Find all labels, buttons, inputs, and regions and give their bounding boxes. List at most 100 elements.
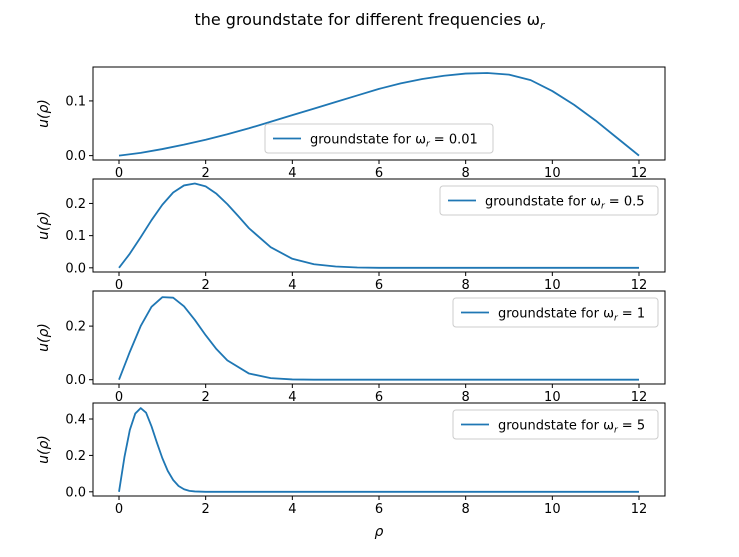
data-point <box>248 127 250 129</box>
legend-box <box>452 409 659 440</box>
x-tick-label: 0 <box>115 390 123 405</box>
y-tick-label: 0.4 <box>65 413 86 428</box>
legend-label: groundstate for ωr = 0.01 <box>310 133 478 150</box>
data-point <box>227 203 229 205</box>
y-tick-label: 0.2 <box>65 320 86 335</box>
data-point <box>422 267 424 269</box>
data-point <box>145 412 147 414</box>
x-tick-label: 10 <box>544 166 561 181</box>
legend: groundstate for ωr = 0.5 <box>439 185 659 216</box>
data-point <box>508 74 510 76</box>
data-point <box>129 351 131 353</box>
subplot-3: 0 2 4 6 8 10 12 0.0 0.2 u(ρ) groundstate for ωr = … <box>36 290 666 405</box>
data-point <box>270 121 272 123</box>
data-point <box>129 429 131 431</box>
data-point <box>465 379 467 381</box>
y-tick-label: 0.0 <box>65 373 86 388</box>
data-point <box>194 183 196 185</box>
data-point <box>270 246 272 248</box>
data-point <box>313 379 315 381</box>
x-tick-label: 2 <box>202 278 210 293</box>
y-tick-label: 0.0 <box>65 261 86 276</box>
x-tick-label: 10 <box>544 278 561 293</box>
data-point <box>270 377 272 379</box>
x-tick-label: 2 <box>202 390 210 405</box>
data-point <box>205 334 207 336</box>
data-point <box>313 263 315 265</box>
x-tick-label: 8 <box>462 166 470 181</box>
data-point <box>248 373 250 375</box>
data-point <box>292 491 294 493</box>
data-point <box>508 379 510 381</box>
data-point <box>552 491 554 493</box>
y-tick-label: 0.0 <box>65 149 86 164</box>
data-point <box>216 348 218 350</box>
figure-title: the groundstate for different frequencie… <box>0 10 739 32</box>
x-tick-label: 12 <box>631 502 648 517</box>
data-point <box>151 219 153 221</box>
data-point <box>638 491 640 493</box>
data-point <box>118 267 120 269</box>
x-tick-label: 8 <box>462 278 470 293</box>
legend-label: groundstate for ωr = 1 <box>498 307 645 324</box>
data-point <box>124 456 126 458</box>
data-point <box>617 137 619 139</box>
data-point <box>151 306 153 308</box>
data-point <box>183 144 185 146</box>
data-point <box>378 491 380 493</box>
data-point <box>172 192 174 194</box>
data-point <box>552 267 554 269</box>
subplot-4: 0 2 4 6 8 10 12 0.0 0.2 0.4 u(ρ) groundstate for ωr… <box>36 402 666 517</box>
x-tick-label: 2 <box>202 166 210 181</box>
x-tick-label: 0 <box>115 166 123 181</box>
legend-box <box>264 123 494 154</box>
data-point <box>183 185 185 187</box>
data-point <box>487 72 489 74</box>
data-point <box>189 490 191 492</box>
data-point <box>422 78 424 80</box>
data-point <box>205 491 207 493</box>
data-point <box>205 186 207 188</box>
data-point <box>178 485 180 487</box>
data-point <box>552 90 554 92</box>
x-tick-label: 4 <box>288 502 296 517</box>
y-axis-label: u(ρ) <box>36 435 52 464</box>
data-point <box>292 114 294 116</box>
data-point <box>129 253 131 255</box>
data-point <box>156 442 158 444</box>
data-point <box>227 133 229 135</box>
data-point <box>292 258 294 260</box>
data-point <box>530 79 532 81</box>
data-point <box>595 379 597 381</box>
data-point <box>248 491 250 493</box>
data-point <box>400 83 402 85</box>
y-axis-label: u(ρ) <box>36 211 52 240</box>
data-point <box>638 155 640 157</box>
data-point <box>140 325 142 327</box>
y-tick-label: 0.1 <box>65 94 86 109</box>
data-point <box>167 470 169 472</box>
data-point <box>335 101 337 103</box>
data-point <box>134 413 136 415</box>
data-point <box>194 319 196 321</box>
legend: groundstate for ωr = 1 <box>452 297 659 328</box>
data-point <box>335 379 337 381</box>
data-point <box>465 491 467 493</box>
data-point <box>118 379 120 381</box>
data-point <box>422 379 424 381</box>
y-axis-label: u(ρ) <box>36 323 52 352</box>
data-point <box>638 267 640 269</box>
x-tick-label: 4 <box>288 278 296 293</box>
data-point <box>216 193 218 195</box>
data-point <box>162 148 164 150</box>
series-line <box>118 72 640 157</box>
x-tick-label: 10 <box>544 390 561 405</box>
data-point <box>292 379 294 381</box>
legend: groundstate for ωr = 5 <box>452 409 659 440</box>
legend-box <box>452 297 659 328</box>
series-line <box>118 407 639 493</box>
figure-title-text: the groundstate for different frequencie… <box>194 10 541 29</box>
legend-label: groundstate for ωr = 0.5 <box>485 195 645 212</box>
data-point <box>378 379 380 381</box>
